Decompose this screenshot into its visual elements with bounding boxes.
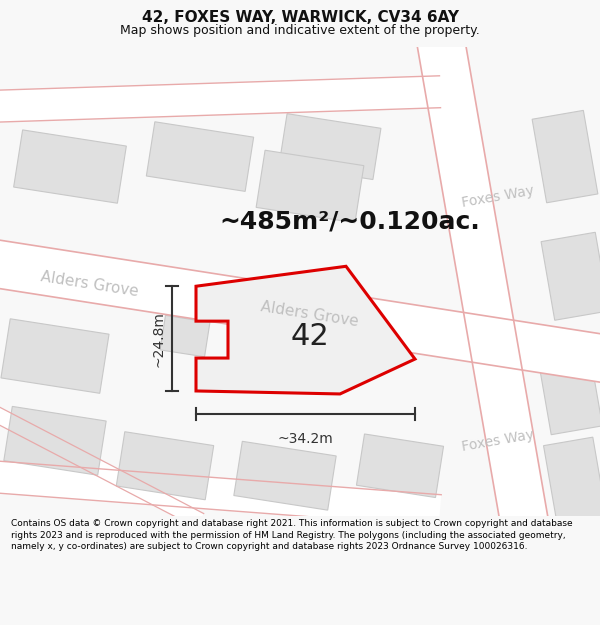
Text: Contains OS data © Crown copyright and database right 2021. This information is : Contains OS data © Crown copyright and d… [11, 519, 572, 551]
Text: ~34.2m: ~34.2m [278, 432, 334, 446]
Polygon shape [146, 122, 254, 191]
Text: Foxes Way: Foxes Way [461, 183, 535, 209]
Polygon shape [544, 437, 600, 524]
Polygon shape [1, 319, 109, 393]
Polygon shape [116, 432, 214, 500]
Polygon shape [356, 434, 443, 498]
Text: Foxes Way: Foxes Way [461, 428, 535, 454]
Polygon shape [0, 399, 204, 528]
Polygon shape [416, 32, 548, 530]
Text: Alders Grove: Alders Grove [40, 269, 140, 299]
Polygon shape [234, 441, 336, 510]
Text: Map shows position and indicative extent of the property.: Map shows position and indicative extent… [120, 24, 480, 36]
Polygon shape [160, 316, 210, 357]
Polygon shape [532, 111, 598, 202]
Text: ~485m²/~0.120ac.: ~485m²/~0.120ac. [220, 209, 481, 233]
Polygon shape [196, 266, 415, 394]
Polygon shape [4, 406, 106, 475]
Text: ~24.8m: ~24.8m [151, 311, 165, 366]
Polygon shape [14, 130, 127, 203]
Text: Alders Grove: Alders Grove [260, 299, 360, 329]
Polygon shape [256, 150, 364, 222]
Polygon shape [0, 76, 440, 122]
Polygon shape [279, 114, 381, 179]
Polygon shape [541, 232, 600, 320]
Text: 42: 42 [290, 322, 329, 351]
Text: 42, FOXES WAY, WARWICK, CV34 6AY: 42, FOXES WAY, WARWICK, CV34 6AY [142, 10, 458, 25]
Polygon shape [0, 460, 441, 526]
Polygon shape [0, 238, 600, 384]
Polygon shape [538, 348, 600, 435]
